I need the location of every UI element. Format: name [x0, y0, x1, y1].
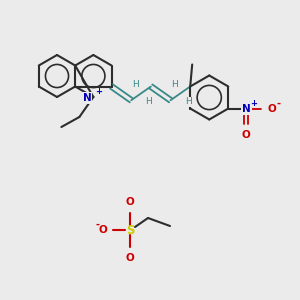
- Text: H: H: [132, 80, 139, 89]
- Text: +: +: [250, 99, 257, 108]
- Text: O: O: [126, 197, 134, 207]
- Text: +: +: [95, 88, 102, 97]
- Text: H: H: [185, 98, 192, 106]
- Text: -: -: [276, 98, 280, 109]
- Text: O: O: [242, 130, 251, 140]
- Text: O: O: [126, 253, 134, 263]
- Text: -: -: [96, 220, 100, 230]
- Text: N: N: [82, 93, 91, 103]
- Text: N: N: [242, 103, 251, 113]
- Text: O: O: [267, 103, 276, 113]
- Text: H: H: [146, 98, 152, 106]
- Text: H: H: [171, 80, 178, 89]
- Text: O: O: [98, 225, 107, 235]
- Text: S: S: [126, 224, 134, 236]
